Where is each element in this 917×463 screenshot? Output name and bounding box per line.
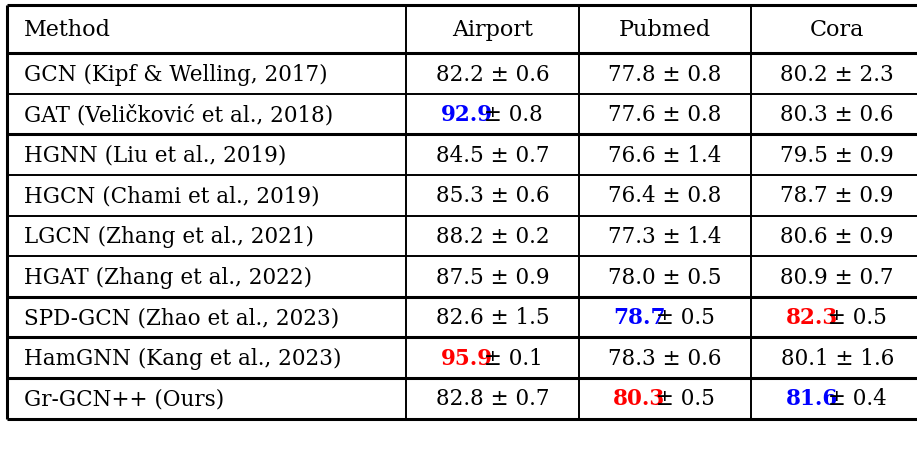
Text: HGAT (Zhang et al., 2022): HGAT (Zhang et al., 2022) [24, 266, 312, 288]
Text: ± 0.4: ± 0.4 [822, 388, 887, 409]
Text: 80.2 ± 2.3: 80.2 ± 2.3 [780, 63, 894, 85]
Text: 77.6 ± 0.8: 77.6 ± 0.8 [608, 104, 722, 126]
Text: ± 0.1: ± 0.1 [477, 347, 542, 369]
Text: Pubmed: Pubmed [619, 19, 711, 41]
Text: Cora: Cora [810, 19, 865, 41]
Text: GCN (Kipf & Welling, 2017): GCN (Kipf & Welling, 2017) [24, 63, 327, 86]
Text: 92.9: 92.9 [441, 104, 493, 126]
Text: 81.6: 81.6 [786, 388, 838, 409]
Text: HGNN (Liu et al., 2019): HGNN (Liu et al., 2019) [24, 144, 286, 166]
Text: 78.0 ± 0.5: 78.0 ± 0.5 [608, 266, 722, 288]
Text: Method: Method [24, 19, 111, 41]
Text: HGCN (Chami et al., 2019): HGCN (Chami et al., 2019) [24, 185, 319, 207]
Text: 82.8 ± 0.7: 82.8 ± 0.7 [436, 388, 549, 409]
Text: ± 0.5: ± 0.5 [649, 388, 715, 409]
Text: 80.3 ± 0.6: 80.3 ± 0.6 [780, 104, 894, 126]
Text: 88.2 ± 0.2: 88.2 ± 0.2 [436, 225, 549, 247]
Text: SPD-GCN (Zhao et al., 2023): SPD-GCN (Zhao et al., 2023) [24, 307, 339, 328]
Text: 78.3 ± 0.6: 78.3 ± 0.6 [608, 347, 722, 369]
Text: GAT (Veličković et al., 2018): GAT (Veličković et al., 2018) [24, 104, 333, 126]
Text: 78.7: 78.7 [613, 307, 666, 328]
Text: Gr-GCN++ (Ours): Gr-GCN++ (Ours) [24, 388, 224, 409]
Text: 76.6 ± 1.4: 76.6 ± 1.4 [608, 144, 722, 166]
Text: 82.3: 82.3 [786, 307, 838, 328]
Text: 80.9 ± 0.7: 80.9 ± 0.7 [780, 266, 894, 288]
Text: HamGNN (Kang et al., 2023): HamGNN (Kang et al., 2023) [24, 347, 341, 369]
Text: LGCN (Zhang et al., 2021): LGCN (Zhang et al., 2021) [24, 225, 314, 248]
Text: ± 0.8: ± 0.8 [477, 104, 542, 126]
Text: 87.5 ± 0.9: 87.5 ± 0.9 [436, 266, 549, 288]
Text: 80.1 ± 1.6: 80.1 ± 1.6 [780, 347, 894, 369]
Text: ± 0.5: ± 0.5 [822, 307, 888, 328]
Text: Airport: Airport [452, 19, 533, 41]
Text: 80.3: 80.3 [613, 388, 666, 409]
Text: 84.5 ± 0.7: 84.5 ± 0.7 [436, 144, 549, 166]
Text: 80.6 ± 0.9: 80.6 ± 0.9 [780, 225, 894, 247]
Text: 95.9: 95.9 [441, 347, 493, 369]
Text: 76.4 ± 0.8: 76.4 ± 0.8 [608, 185, 722, 207]
Text: 82.2 ± 0.6: 82.2 ± 0.6 [436, 63, 549, 85]
Text: 77.3 ± 1.4: 77.3 ± 1.4 [608, 225, 722, 247]
Text: 85.3 ± 0.6: 85.3 ± 0.6 [436, 185, 549, 207]
Text: ± 0.5: ± 0.5 [649, 307, 715, 328]
Text: 77.8 ± 0.8: 77.8 ± 0.8 [608, 63, 722, 85]
Text: 82.6 ± 1.5: 82.6 ± 1.5 [436, 307, 549, 328]
Text: 79.5 ± 0.9: 79.5 ± 0.9 [780, 144, 894, 166]
Text: 78.7 ± 0.9: 78.7 ± 0.9 [780, 185, 894, 207]
